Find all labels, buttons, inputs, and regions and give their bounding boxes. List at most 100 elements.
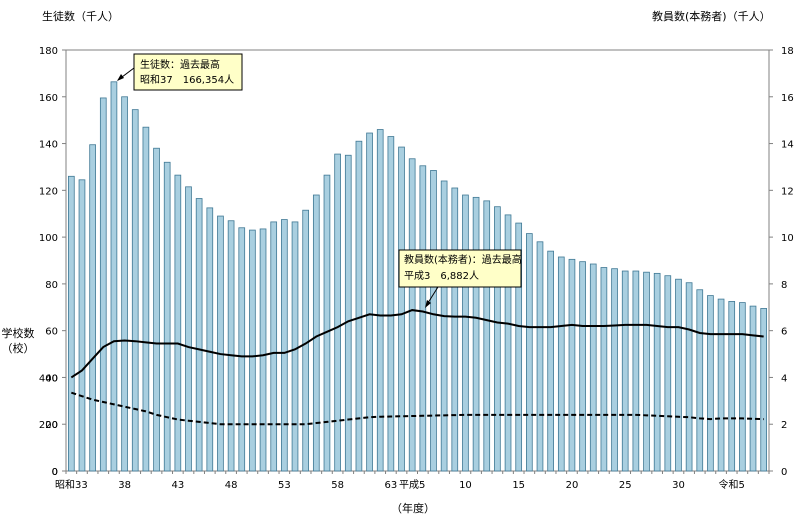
school-tick-label: 400 [39, 373, 58, 384]
right-tick-label: 8 [781, 280, 787, 291]
left-axis-title: 生徒数（千人） [42, 9, 119, 23]
x-tick-label: 38 [118, 480, 131, 491]
lines [70, 309, 764, 426]
bar-students [195, 198, 203, 472]
bar-students [557, 256, 565, 472]
x-tick-label: 令和5 [719, 478, 745, 491]
x-tick-label: 25 [619, 480, 632, 491]
bar-students [643, 271, 650, 472]
annotation-teachers-box [398, 249, 522, 288]
school-tick-label: 0 [52, 467, 58, 478]
bar-students [355, 140, 363, 472]
bars [68, 81, 768, 472]
line-teachers [70, 309, 764, 379]
left-tick-label: 120 [39, 186, 58, 197]
annotation-students-arrowhead [117, 74, 124, 81]
bar-students [760, 308, 768, 472]
right-axis-ticks: 0 2 4 6 8 10 12 14 16 18 [769, 46, 794, 478]
right-tick-label: 12 [781, 186, 794, 197]
bar-students [302, 209, 309, 472]
bar-students [185, 186, 192, 472]
right-tick-label: 16 [781, 93, 794, 104]
bar-students [504, 214, 512, 472]
bar-students [739, 302, 746, 472]
bar-students [526, 233, 533, 472]
bar-students [89, 144, 96, 472]
bar-students [206, 207, 214, 472]
bar-students [685, 282, 693, 472]
school-axis-title-2: （校） [2, 341, 35, 355]
bar-students [717, 298, 725, 472]
bar-students [78, 179, 86, 472]
bar-students [568, 258, 576, 472]
bar-students [696, 289, 704, 472]
bar-students [547, 250, 554, 472]
right-tick-label: 2 [781, 420, 787, 431]
bar-students [451, 187, 459, 472]
bar-students [611, 268, 618, 472]
x-tick-label: 58 [331, 480, 344, 491]
right-tick-label: 10 [781, 233, 794, 244]
bar-students [664, 275, 672, 472]
x-tick-label: 63 [385, 480, 398, 491]
bar-students [249, 229, 256, 472]
school-axis-title-1: 学校数 [2, 326, 35, 340]
bar-students [227, 220, 235, 472]
school-tick-label: 200 [39, 420, 58, 431]
right-tick-label: 4 [781, 373, 787, 384]
bar-students [131, 109, 139, 472]
bar-students [749, 305, 757, 472]
bar-students [281, 219, 288, 472]
bar-students [153, 147, 160, 472]
bar-students [398, 146, 405, 472]
bar-students [334, 153, 341, 472]
left-tick-label: 160 [39, 93, 58, 104]
bar-students [515, 222, 523, 472]
bar-students [238, 227, 246, 472]
left-tick-label: 180 [39, 46, 58, 57]
bar-students [462, 194, 469, 472]
bar-students [68, 175, 75, 472]
right-tick-label: 18 [781, 46, 794, 57]
bar-students [163, 161, 171, 472]
x-tick-label: 10 [459, 480, 472, 491]
bar-students [632, 270, 640, 472]
right-tick-label: 14 [781, 140, 794, 151]
annotation-students-box [133, 53, 243, 91]
bar-students [376, 129, 384, 472]
right-axis-title: 教員数(本務者)（千人） [652, 9, 771, 23]
left-tick-label: 140 [39, 140, 58, 151]
bar-students [408, 158, 416, 472]
x-tick-label: 15 [512, 480, 525, 491]
bar-students [110, 81, 118, 472]
bar-students [259, 228, 267, 472]
bar-students [366, 132, 373, 472]
bar-students [174, 174, 182, 472]
x-tick-label: 平成5 [399, 479, 425, 491]
x-tick-label: 53 [278, 480, 291, 491]
bar-students [707, 295, 714, 472]
bar-students [589, 263, 597, 472]
left-tick-label: 80 [45, 280, 58, 291]
bar-students [217, 215, 224, 472]
annotation-teachers-title: 教員数(本務者)：過去最高 [404, 253, 522, 266]
x-tick-label: 43 [171, 480, 184, 491]
bar-students [440, 180, 448, 472]
bar-students [483, 200, 491, 472]
bar-students [579, 261, 586, 472]
bar-students [312, 194, 320, 472]
x-tick-label: 昭和33 [55, 479, 88, 491]
left-tick-label: 40 [45, 373, 58, 384]
bar-students [291, 221, 299, 472]
bar-students [121, 96, 128, 472]
bar-students [472, 196, 480, 472]
left-tick-label: 20 [45, 420, 58, 431]
bar-students [653, 272, 661, 472]
bar-students [600, 267, 608, 472]
left-tick-label: 100 [39, 233, 58, 244]
bar-students [621, 270, 629, 472]
bar-students [419, 165, 427, 472]
bar-students [728, 301, 736, 472]
